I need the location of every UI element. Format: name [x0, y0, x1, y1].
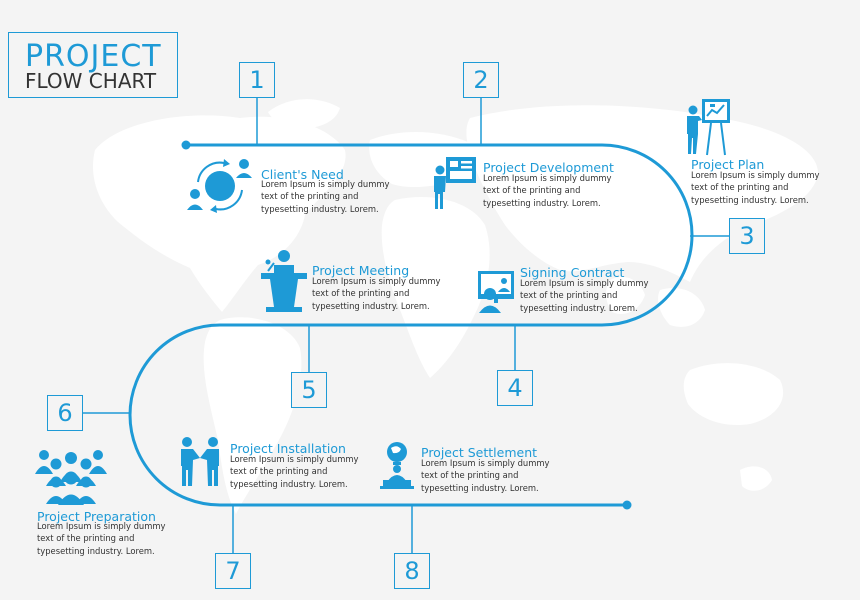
step-2-title: Project Development [483, 160, 614, 175]
step-8-description: Lorem Ipsum is simply dummy text of the … [421, 458, 550, 493]
video-call-icon [476, 270, 516, 314]
step-6-title: Project Preparation [37, 509, 156, 524]
step-2-number: 2 [463, 62, 499, 98]
step-3-number: 3 [729, 218, 765, 254]
team-group-icon [34, 448, 108, 506]
podium-speaker-icon [260, 249, 308, 313]
step-6-description: Lorem Ipsum is simply dummy text of the … [37, 521, 166, 556]
step-1-title: Client's Need [261, 167, 344, 182]
step-7-number: 7 [215, 553, 251, 589]
step-5-number: 5 [291, 372, 327, 408]
step-5-title: Project Meeting [312, 263, 410, 278]
title-line-1: PROJECT [25, 39, 162, 74]
step-5-description: Lorem Ipsum is simply dummy text of the … [312, 276, 441, 311]
step-4-number: 4 [497, 370, 533, 406]
globe-desk-icon [379, 440, 415, 490]
presenter-board-icon [432, 156, 478, 210]
step-2-description: Lorem Ipsum is simply dummy text of the … [483, 173, 612, 208]
step-4-title: Signing Contract [520, 265, 625, 280]
step-1-number: 1 [239, 62, 275, 98]
path-end-dot [622, 500, 632, 510]
step-1-description: Lorem Ipsum is simply dummy text of the … [261, 179, 390, 214]
title-box: PROJECT FLOW CHART [8, 32, 178, 98]
step-3-description: Lorem Ipsum is simply dummy text of the … [691, 170, 820, 205]
step-8-number: 8 [394, 553, 430, 589]
step-7-title: Project Installation [230, 441, 346, 456]
cycle-people-icon [184, 156, 256, 214]
easel-presenter-icon [684, 98, 732, 156]
path-start-dot [181, 140, 191, 150]
title-line-2: FLOW CHART [25, 69, 157, 93]
handshake-icon [178, 436, 222, 488]
step-4-description: Lorem Ipsum is simply dummy text of the … [520, 278, 649, 313]
step-3-title: Project Plan [691, 157, 765, 172]
step-6-number: 6 [47, 395, 83, 431]
step-8-title: Project Settlement [421, 445, 538, 460]
step-7-description: Lorem Ipsum is simply dummy text of the … [230, 454, 359, 489]
